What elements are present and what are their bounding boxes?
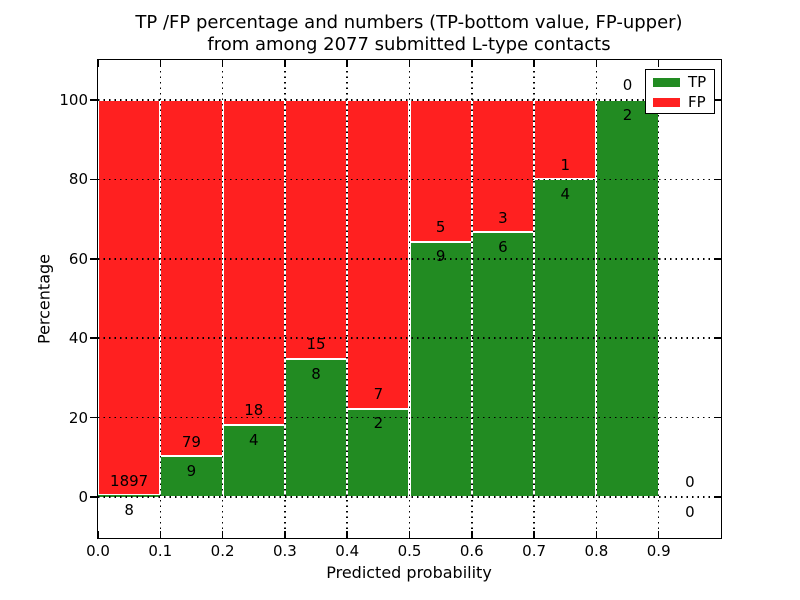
fp-bar-segment <box>347 100 410 409</box>
y-tick <box>90 416 97 419</box>
x-tick <box>595 531 598 538</box>
y-tick <box>90 337 97 339</box>
fp-count-label: 1 <box>560 155 571 174</box>
x-tick <box>159 531 162 538</box>
x-tick <box>471 531 473 538</box>
tp-count-label: 0 <box>685 502 695 521</box>
fp-count-label: 1897 <box>110 471 149 490</box>
x-tick-top <box>221 60 224 67</box>
fp-bar-segment <box>284 100 348 359</box>
x-tick <box>284 531 286 538</box>
fp-bar-segment <box>160 100 223 457</box>
y-tick <box>90 496 97 498</box>
y-tick-label: 40 <box>68 329 88 348</box>
x-tick-label: 0.9 <box>646 542 671 560</box>
y-tick-right <box>714 258 721 260</box>
x-tick-top <box>533 60 535 67</box>
tp-count-label: 2 <box>373 414 384 433</box>
tp-bar-segment <box>409 241 472 497</box>
tp-count-label: 9 <box>435 247 446 266</box>
tp-count-label: 8 <box>311 364 321 383</box>
x-tick-top <box>284 60 286 67</box>
tp-count-label: 9 <box>186 462 197 481</box>
fp-count-label: 0 <box>622 76 633 95</box>
v-gridline <box>221 60 224 538</box>
fp-count-label: 5 <box>435 218 446 237</box>
x-tick <box>408 531 411 538</box>
v-gridline <box>284 60 286 538</box>
plot-area: 1897 8 79 9 18 4 15 8 7 2 5 9 3 6 1 4 0 2 0 0 0.0 0.1 0.2 0.3 0… <box>59 59 722 560</box>
x-tick-label: 0.7 <box>522 542 547 560</box>
y-tick-right <box>714 178 721 181</box>
fp-legend-label: FP <box>688 93 706 111</box>
tp-count-label: 4 <box>560 185 571 204</box>
v-gridline <box>533 60 535 538</box>
x-tick-label: 0.5 <box>397 542 422 560</box>
v-gridline <box>408 60 411 538</box>
x-tick <box>97 531 99 538</box>
legend-item-tp: TP <box>646 72 714 92</box>
v-gridline <box>595 60 598 538</box>
x-tick-top <box>97 60 99 67</box>
legend: TP FP <box>645 69 715 114</box>
x-tick-top <box>471 60 473 67</box>
chart-title-line2: from among 2077 submitted L-type contact… <box>207 34 611 55</box>
y-tick-label: 0 <box>78 488 88 506</box>
x-tick-label: 0.4 <box>335 542 360 560</box>
y-tick <box>90 178 97 181</box>
fp-count-label: 18 <box>244 401 264 420</box>
x-tick-top <box>595 60 598 67</box>
y-tick-right <box>714 416 721 419</box>
tp-bar-segment <box>98 495 161 497</box>
y-tick <box>90 258 97 260</box>
y-tick-label: 60 <box>68 249 88 268</box>
fp-count-label: 15 <box>306 335 326 354</box>
tp-count-label: 4 <box>248 430 259 449</box>
y-tick-label: 20 <box>68 408 88 427</box>
x-tick-label: 0.8 <box>584 542 609 560</box>
v-gridline <box>159 60 162 538</box>
x-tick <box>657 531 660 538</box>
x-tick-label: 0.6 <box>459 542 484 560</box>
y-tick-right <box>714 99 721 101</box>
x-tick <box>533 531 535 538</box>
tp-bar-segment <box>596 100 659 497</box>
fp-count-label: 7 <box>373 385 384 404</box>
v-gridline <box>657 60 660 538</box>
x-tick-top <box>159 60 162 67</box>
x-tick-label: 0.0 <box>86 542 110 560</box>
tp-count-label: 6 <box>498 238 508 256</box>
y-tick-right <box>714 496 721 498</box>
fp-count-label: 0 <box>685 473 695 492</box>
tp-count-label: 2 <box>622 105 633 124</box>
x-tick-label: 0.3 <box>272 542 297 560</box>
fp-legend-swatch <box>653 97 680 107</box>
x-tick <box>221 531 224 538</box>
tp-count-label: 8 <box>124 501 134 520</box>
x-tick-top <box>657 60 660 67</box>
x-tick <box>346 531 348 538</box>
y-tick-label: 80 <box>68 170 88 189</box>
x-tick-label: 0.2 <box>210 542 235 560</box>
tp-bar-segment <box>471 232 535 497</box>
tp-legend-label: TP <box>688 73 707 91</box>
x-tick-label: 0.1 <box>148 542 173 560</box>
fp-bar-segment <box>98 100 161 496</box>
fp-count-label: 79 <box>181 432 201 451</box>
v-gridline <box>346 60 348 538</box>
tp-legend-swatch <box>653 77 680 87</box>
x-axis-label: Predicted probability <box>326 563 492 582</box>
fp-bar-segment <box>222 100 285 425</box>
y-tick-label: 100 <box>59 91 88 109</box>
x-tick-top <box>346 60 348 67</box>
y-tick <box>90 99 97 101</box>
legend-item-fp: FP <box>646 92 714 112</box>
fp-count-label: 3 <box>498 208 508 227</box>
chart-title-line1: TP /FP percentage and numbers (TP-bottom… <box>135 12 683 33</box>
y-tick-right <box>714 337 721 339</box>
x-tick-top <box>408 60 411 67</box>
v-gridline <box>471 60 473 538</box>
fp-bar-segment <box>471 100 535 233</box>
